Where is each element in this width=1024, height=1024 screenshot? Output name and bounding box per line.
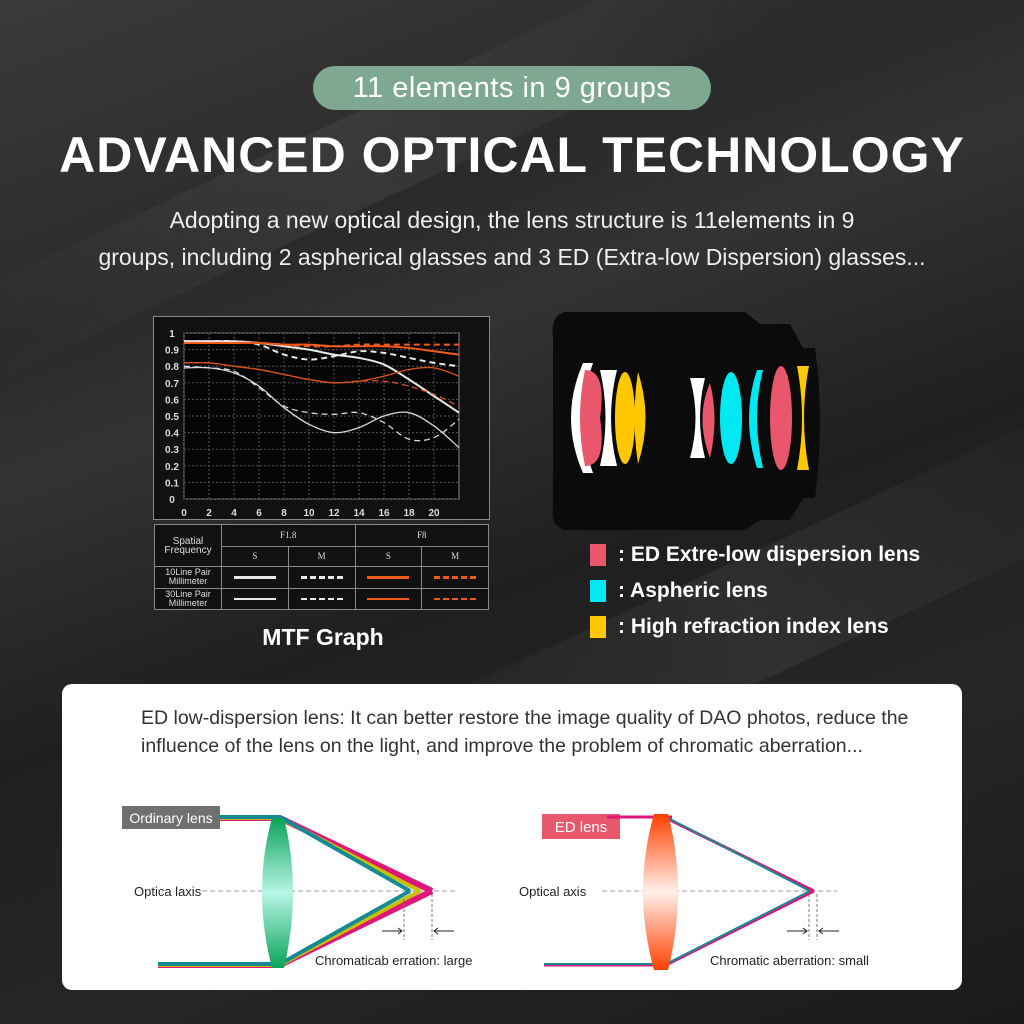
mtf-series-F1.8-S-30lp [183, 366, 460, 449]
aperture-f8: F8 [354, 524, 489, 547]
high-refraction-element [615, 372, 635, 464]
chromatic-aberration-diagram: Ordinary lens Optica laxis Chromaticab e… [122, 806, 869, 970]
y-tick-label: 0.9 [165, 346, 179, 357]
y-tick-label: 0.7 [165, 379, 179, 390]
lens-body [552, 312, 820, 530]
mtf-chart-svg: 00.10.20.30.40.50.60.70.80.910 2 4 6 8 10 12 14… [165, 329, 460, 519]
x-tick-label: 16 [378, 508, 390, 519]
elements-badge: 11 elements in 9 groups [313, 66, 711, 110]
page-title: ADVANCED OPTICAL TECHNOLOGY [59, 127, 965, 183]
x-tick-label: 20 [428, 508, 440, 519]
high-refraction-element-2 [634, 372, 646, 464]
red-lens [643, 814, 678, 970]
swatch-f8-m-30 [434, 597, 477, 600]
ordinary-axis-label: Optica laxis [134, 884, 202, 899]
x-tick-label: 10 [303, 508, 315, 519]
y-tick-label: 1 [169, 329, 175, 340]
ed-lens-label: ED lens [555, 819, 608, 836]
x-tick-label: 12 [328, 508, 340, 519]
mtf-caption: MTF Graph [262, 624, 384, 650]
y-tick-label: 0 [169, 495, 175, 506]
x-tick-label: 18 [403, 508, 415, 519]
mtf-series-F1.8-M-10lp [183, 340, 460, 368]
legend-aspheric-label: : Aspheric lens [618, 579, 768, 602]
lens-cross-section [552, 312, 820, 530]
ed-aberration-label: Chromatic aberration: small [710, 953, 869, 968]
rear-element-white [690, 378, 705, 458]
y-tick-label: 0.5 [165, 412, 179, 423]
ed-element-3 [770, 366, 792, 470]
swatch-f18-m-30 [300, 597, 343, 600]
ed-axis-label: Optical axis [519, 884, 587, 899]
ordinary-aberration-label: Chromaticab erration: large [315, 953, 473, 968]
aperture-f18: F1.8 [221, 524, 356, 547]
mtf-series-F1.8-S-10lp [183, 340, 460, 414]
y-tick-label: 0.1 [165, 478, 179, 489]
high-refraction-element-3 [797, 366, 809, 470]
col-s: S [354, 546, 423, 567]
x-tick-label: 2 [206, 508, 212, 519]
swatch-f8-m-10 [434, 575, 477, 579]
swatch-f8-s-10 [367, 575, 410, 579]
legend-high-refraction-label: : High refraction index lens [618, 615, 889, 638]
y-tick-label: 0.8 [165, 362, 179, 373]
ed-lens-diagram: ED lens Optical axis Chromatic aberratio… [519, 814, 869, 970]
green-lens [262, 818, 293, 968]
legend-high-refraction: : High refraction index lens [590, 615, 889, 639]
legend-aspheric: : Aspheric lens [590, 579, 768, 603]
y-tick-label: 0.2 [165, 462, 179, 473]
ed-element [580, 370, 602, 466]
legend-ed: : ED Extre-low dispersion lens [590, 543, 920, 567]
mtf-chart: 0 0.1 0.2 0.3 0.4 0.5 0.6 0.7 0.8 0.9 1 0 2 4 6 8 10 12 14… [153, 316, 490, 520]
y-tick-label: 0.4 [165, 429, 179, 440]
aspheric-color-swatch [590, 580, 606, 602]
col-m: M [287, 546, 356, 567]
x-tick-label: 8 [281, 508, 287, 519]
col-s: S [221, 546, 289, 567]
aspheric-element [720, 372, 742, 464]
swatch-f8-s-30 [367, 597, 410, 600]
ordinary-lens-label: Ordinary lens [129, 810, 212, 826]
col-m: M [421, 546, 489, 567]
y-tick-label: 0.3 [165, 445, 179, 456]
swatch-f18-s-30 [233, 597, 276, 600]
x-tick-label: 0 [181, 508, 187, 519]
swatch-f18-m-10 [300, 575, 343, 579]
spatial-frequency-header: Spatial Frequency [154, 524, 222, 567]
row-10lp: 10Line Pair Millimeter [154, 566, 222, 589]
high-refraction-color-swatch [590, 616, 606, 638]
mtf-series-F8-S-10lp [184, 341, 460, 356]
y-tick-label: 0.6 [165, 395, 179, 406]
aspheric-element-2 [749, 370, 763, 468]
subtitle: Adopting a new optical design, the lens … [20, 202, 1004, 276]
ed-color-swatch [590, 544, 606, 566]
x-tick-label: 14 [353, 508, 365, 519]
row-30lp: 30Line Pair Millimeter [154, 587, 222, 610]
ordinary-lens-diagram: Ordinary lens Optica laxis Chromaticab e… [122, 806, 473, 968]
ordinary-lens-tag [122, 806, 220, 829]
ed-info-card: ED low-dispersion lens: It can better re… [62, 684, 962, 990]
element-white-2 [600, 370, 617, 466]
subtitle-line-2: groups, including 2 aspherical glasses a… [98, 244, 926, 270]
ed-element-2 [702, 383, 715, 458]
x-tick-label: 4 [231, 508, 237, 519]
swatch-f18-s-10 [233, 575, 276, 579]
ed-description: ED low-dispersion lens: It can better re… [141, 707, 909, 757]
legend-ed-label: : ED Extre-low dispersion lens [618, 543, 921, 566]
mtf-series-F8-S-30lp [183, 361, 460, 384]
x-tick-label: 6 [256, 508, 262, 519]
subtitle-line-1: Adopting a new optical design, the lens … [169, 207, 855, 233]
